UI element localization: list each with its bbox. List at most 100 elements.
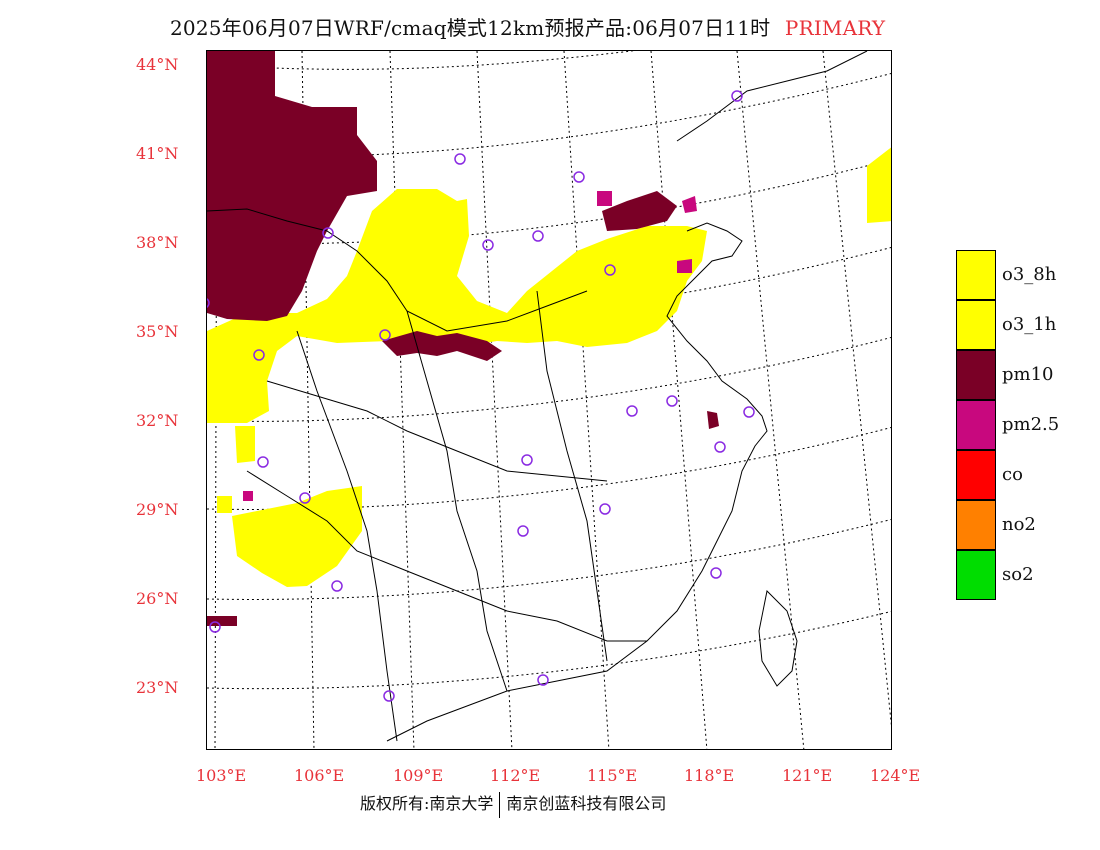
credit-left: 版权所有:南京大学 <box>360 794 494 813</box>
longitude-line <box>822 51 891 727</box>
lon-label: 118°E <box>684 766 735 785</box>
station-marker <box>626 405 638 417</box>
station-marker <box>379 329 391 341</box>
ozone-region-small <box>235 426 255 463</box>
legend-label: pm2.5 <box>1002 414 1060 435</box>
lon-label: 115°E <box>587 766 638 785</box>
boundary-line <box>536 290 608 662</box>
station-marker <box>731 90 743 102</box>
pollution-map <box>207 51 891 749</box>
legend-swatch <box>956 250 996 300</box>
longitude-line <box>563 51 610 749</box>
credit-right: 南京创蓝科技有限公司 <box>506 794 667 813</box>
pm10-region-northwest <box>207 51 377 321</box>
lat-label: 38°N <box>136 233 179 252</box>
lon-label: 109°E <box>393 766 444 785</box>
station-marker <box>299 492 311 504</box>
pm10-region-beijing-tianjin <box>602 191 677 231</box>
station-marker <box>482 239 494 251</box>
legend-swatch <box>956 500 996 550</box>
station-marker <box>454 153 466 165</box>
station-marker <box>604 264 616 276</box>
lat-label: 29°N <box>136 500 179 519</box>
station-marker <box>599 503 611 515</box>
longitude-line <box>736 51 805 749</box>
boundary-line <box>676 51 868 142</box>
legend-swatch <box>956 450 996 500</box>
boundary-line <box>266 380 608 482</box>
ozone-region-southwest <box>232 486 362 587</box>
station-marker <box>573 171 585 183</box>
map-title: 2025年06月07日WRF/cmaq模式12km预报产品:06月07日11时 … <box>170 12 885 41</box>
pm10-region-small <box>707 411 719 429</box>
legend-swatch <box>956 550 996 600</box>
ozone-region-north-china <box>207 189 707 423</box>
pm25-spot <box>677 259 692 273</box>
lon-label: 124°E <box>870 766 921 785</box>
station-marker <box>714 441 726 453</box>
lon-label: 103°E <box>196 766 247 785</box>
map-panel <box>206 50 892 750</box>
lon-label: 106°E <box>294 766 345 785</box>
legend-label: o3_1h <box>1002 314 1057 335</box>
station-marker <box>207 298 210 308</box>
lat-label: 41°N <box>136 144 179 163</box>
station-marker <box>666 395 678 407</box>
credit-divider <box>499 791 501 818</box>
longitude-line <box>476 51 513 749</box>
station-marker <box>517 525 529 537</box>
legend-label: so2 <box>1002 564 1034 585</box>
pm10-regions <box>207 51 719 626</box>
lat-label: 35°N <box>136 322 179 341</box>
legend-swatch <box>956 300 996 350</box>
title-main: 2025年06月07日WRF/cmaq模式12km预报产品:06月07日11时 <box>170 16 771 40</box>
coastline <box>386 222 768 742</box>
station-marker <box>383 690 395 702</box>
lon-label: 121°E <box>782 766 833 785</box>
boundary-line <box>246 470 647 642</box>
station-marker <box>331 580 343 592</box>
legend-label: co <box>1002 464 1023 485</box>
station-marker <box>532 230 544 242</box>
legend-swatch <box>956 400 996 450</box>
lat-label: 32°N <box>136 411 179 430</box>
legend-label: pm10 <box>1002 364 1054 385</box>
latitude-line <box>207 426 891 510</box>
ozone-region-small <box>217 496 232 513</box>
pm25-regions <box>243 191 697 501</box>
lon-label: 112°E <box>490 766 541 785</box>
station-markers <box>207 90 755 702</box>
longitude-line <box>389 51 415 749</box>
pm25-spot <box>682 196 697 213</box>
title-flag: PRIMARY <box>784 16 886 40</box>
boundary-line <box>406 310 508 692</box>
station-marker <box>257 456 269 468</box>
boundary-line <box>296 330 398 742</box>
station-marker <box>710 567 722 579</box>
boundaries <box>207 51 868 742</box>
legend-swatch <box>956 350 996 400</box>
latitude-line <box>207 51 636 70</box>
lat-label: 23°N <box>136 678 179 697</box>
latitude-line <box>207 336 891 422</box>
station-marker <box>322 227 334 239</box>
taiwan-outline <box>758 589 798 687</box>
lat-label: 26°N <box>136 589 179 608</box>
latitude-line <box>207 610 891 690</box>
longitude-line <box>650 51 708 749</box>
ozone-region-east-coast <box>867 147 891 223</box>
lat-label: 44°N <box>136 55 179 74</box>
station-marker <box>209 621 221 633</box>
legend-label: o3_8h <box>1002 264 1057 285</box>
station-marker <box>521 454 533 466</box>
pm25-spot <box>597 191 612 206</box>
boundary-line <box>207 208 588 332</box>
station-marker <box>743 406 755 418</box>
credit-line: 版权所有:南京大学 南京创蓝科技有限公司 <box>360 790 666 818</box>
pm25-spot <box>243 491 253 501</box>
station-marker <box>537 674 549 686</box>
pm10-region-central <box>382 331 502 361</box>
latitude-line <box>207 518 891 600</box>
pm10-region-small <box>207 616 237 626</box>
legend-label: no2 <box>1002 514 1036 535</box>
